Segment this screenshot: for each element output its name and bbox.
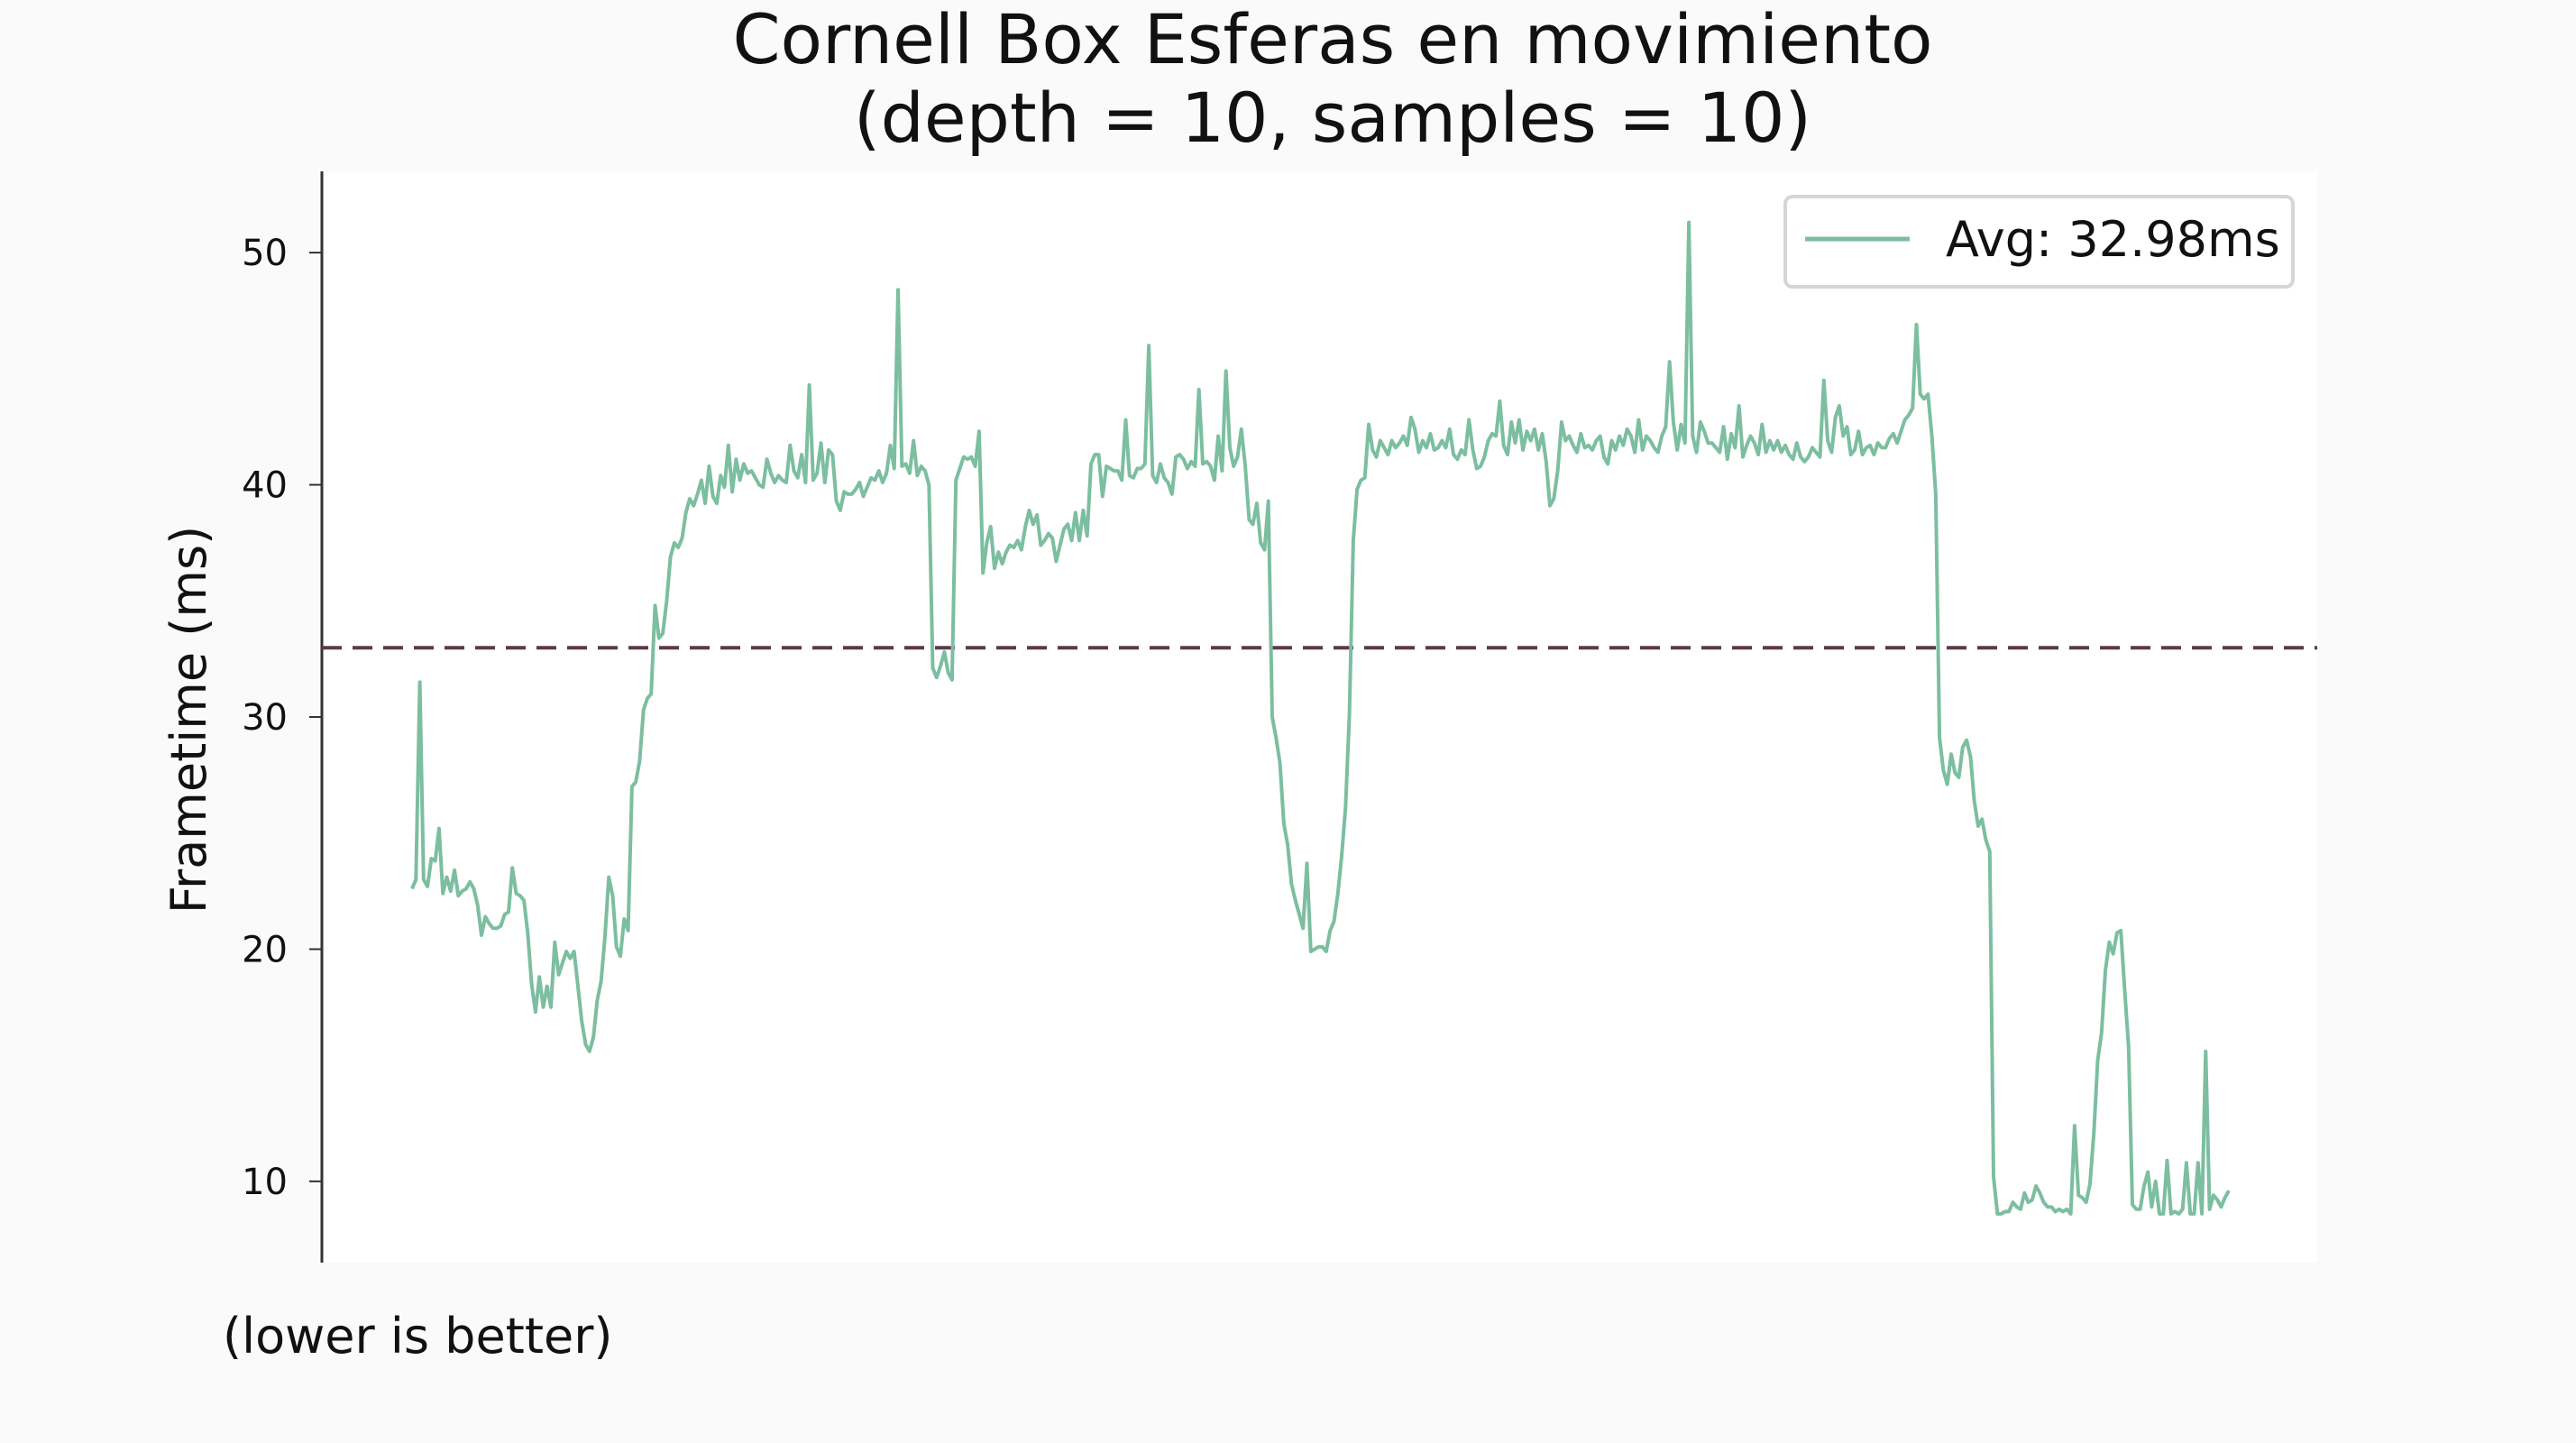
y-tick-label-30: 30 xyxy=(242,697,288,739)
series-line-0 xyxy=(410,220,2231,1216)
legend: Avg: 32.98ms xyxy=(1783,195,2295,289)
footnote-lower-is-better: (lower is better) xyxy=(223,1308,613,1365)
series-group xyxy=(410,220,2231,1216)
chart-title: Cornell Box Esferas en movimiento xyxy=(732,0,1932,79)
y-tick-label-10: 10 xyxy=(242,1162,288,1203)
y-tick-label-40: 40 xyxy=(242,465,288,507)
y-tick-label-20: 20 xyxy=(242,929,288,970)
y-axis-label: Frametime (ms) xyxy=(160,526,217,914)
y-tick-label-50: 50 xyxy=(242,233,288,274)
legend-box xyxy=(1783,195,2295,289)
plot-area xyxy=(322,171,2317,1263)
chart-subtitle: (depth = 10, samples = 10) xyxy=(854,78,1811,158)
legend-label: Avg: 32.98ms xyxy=(1946,211,2280,268)
y-axis-ticks: 10 20 30 40 50 xyxy=(242,233,322,1203)
